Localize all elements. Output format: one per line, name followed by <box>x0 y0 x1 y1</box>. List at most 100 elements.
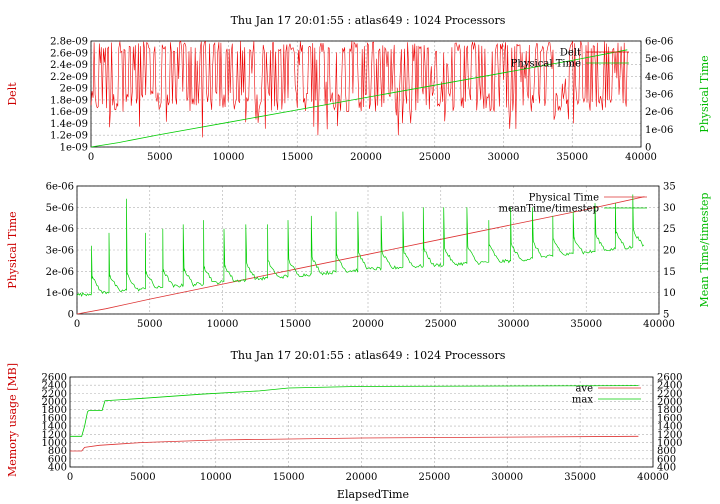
panel1-y2tick-label-1: 1e-06 <box>645 125 673 136</box>
panel2-y2label: Mean Time/timestep <box>698 193 711 308</box>
panel1-ytick-label-7: 2.4e-09 <box>50 60 88 71</box>
panel3-y2tick-label-1: 600 <box>657 454 676 465</box>
panel3-ytick-label-11: 2600 <box>42 373 67 384</box>
panel1-ytick-label-9: 2.8e-09 <box>50 37 88 48</box>
panel1-ytick-label-0: 1e-09 <box>60 143 88 154</box>
panel1-y2tick-label-4: 4e-06 <box>645 72 673 83</box>
panel3-title: Thu Jan 17 20:01:55 : atlas649 : 1024 Pr… <box>231 349 506 362</box>
panel3-series-max <box>70 385 639 437</box>
panel2-legend-label-1: meanTime/timestep <box>498 204 599 215</box>
panel3-ytick-label-10: 2400 <box>42 381 67 392</box>
panel3-y2tick-label-4: 1200 <box>657 430 682 441</box>
panel3-y2tick-label-6: 1600 <box>657 413 682 424</box>
panel1-y2tick-label-3: 3e-06 <box>645 90 673 101</box>
panel3-y2tick-label-0: 400 <box>657 463 676 474</box>
panel2-ylabel: Physical Time <box>6 211 19 288</box>
panel2-y2tick-label-0: 5 <box>663 310 669 321</box>
panel1-ytick-label-1: 1.2e-09 <box>50 131 88 142</box>
panel2-ytick-label-5: 5e-06 <box>46 203 74 214</box>
panel1-xtick-label-5: 25000 <box>419 152 451 163</box>
panel2-xtick-label-8: 40000 <box>643 319 675 330</box>
panel3-xtick-label-4: 20000 <box>346 472 378 483</box>
panel3-y2tick-label-7: 1800 <box>657 405 682 416</box>
panel1-xtick-label-1: 5000 <box>147 152 172 163</box>
panel1-y2tick-label-0: 0 <box>645 143 651 154</box>
panel3-y2tick-label-8: 2000 <box>657 397 682 408</box>
panel2-ytick-label-2: 2e-06 <box>46 267 74 278</box>
panel1-ytick-label-8: 2.6e-09 <box>50 48 88 59</box>
panel3-ytick-label-5: 1400 <box>42 422 67 433</box>
panel1-series-delt <box>90 40 628 138</box>
panel1-xtick-label-8: 40000 <box>625 152 657 163</box>
panel2-series-physical-time <box>76 196 645 315</box>
panel3-ytick-label-3: 1000 <box>42 438 67 449</box>
panel2-ytick-label-4: 4e-06 <box>46 224 74 235</box>
panel3-ytick-label-9: 2200 <box>42 389 67 400</box>
panel2-ytick-label-1: 1e-06 <box>46 288 74 299</box>
panel3-ytick-label-8: 2000 <box>42 397 67 408</box>
panel2-y2tick-label-1: 10 <box>663 288 676 299</box>
panel3-y2tick-label-5: 1400 <box>657 422 682 433</box>
panel3-y2tick-label-3: 1000 <box>657 438 682 449</box>
panel3-xtick-label-3: 15000 <box>273 472 305 483</box>
panel3-ytick-label-0: 400 <box>48 463 67 474</box>
panel3-ytick-label-7: 1800 <box>42 405 67 416</box>
panel2-xtick-label-2: 10000 <box>207 319 239 330</box>
panel3-legend-label-0: ave <box>575 384 593 395</box>
panel2-legend-label-0: Physical Time <box>529 193 599 204</box>
panel2-xtick-label-4: 20000 <box>352 319 384 330</box>
panel3-xtick-label-7: 35000 <box>564 472 596 483</box>
panel1-ytick-label-4: 1.8e-09 <box>50 95 88 106</box>
panel3-xtick-label-1: 5000 <box>130 472 155 483</box>
panel1-xtick-label-7: 35000 <box>556 152 588 163</box>
panel3-frame <box>69 376 654 468</box>
panel1-xtick-label-6: 30000 <box>488 152 520 163</box>
panel3-ytick-label-1: 600 <box>48 454 67 465</box>
panel1-series-physical-time <box>90 49 628 148</box>
panel3-xtick-label-0: 0 <box>67 472 73 483</box>
panel2-frame <box>76 185 660 315</box>
panel3-y2tick-label-10: 2400 <box>657 381 682 392</box>
panel3-xtick-label-5: 25000 <box>418 472 450 483</box>
panel3-series-ave <box>70 435 639 452</box>
panel3-y2tick-label-9: 2200 <box>657 389 682 400</box>
panel3-xlabel: ElapsedTime <box>337 488 409 501</box>
panel2-xtick-label-3: 15000 <box>279 319 311 330</box>
panel1-frame <box>90 40 642 148</box>
panel3-xtick-label-2: 10000 <box>200 472 232 483</box>
panel2-y2tick-label-3: 20 <box>663 246 676 257</box>
panel3-ylabel: Memory usage [MB] <box>6 363 19 477</box>
panel2-xtick-label-5: 25000 <box>425 319 457 330</box>
panel3-ytick-label-4: 1200 <box>42 430 67 441</box>
panel1-ylabel: Delt <box>6 82 19 106</box>
panel1-xtick-label-3: 15000 <box>281 152 313 163</box>
panel1-ytick-label-3: 1.6e-09 <box>50 107 88 118</box>
panel1-y2label: Physical Time <box>698 55 711 132</box>
panel2-y2tick-label-5: 30 <box>663 203 676 214</box>
panel3-xtick-label-8: 40000 <box>637 472 669 483</box>
panel3-y2tick-label-2: 800 <box>657 446 676 457</box>
panel3-legend-label-1: max <box>572 395 593 406</box>
panel2-xtick-label-6: 30000 <box>498 319 530 330</box>
panel2-xtick-label-1: 5000 <box>137 319 162 330</box>
panel2-ytick-label-6: 6e-06 <box>46 182 74 193</box>
panel2-ytick-label-3: 3e-06 <box>46 246 74 257</box>
panel2-y2tick-label-2: 15 <box>663 267 676 278</box>
panel1-xtick-label-0: 0 <box>88 152 94 163</box>
panel1-y2tick-label-6: 6e-06 <box>645 37 673 48</box>
panel2-xtick-label-7: 35000 <box>570 319 602 330</box>
panel3-xtick-label-6: 30000 <box>491 472 523 483</box>
panel3-y2tick-label-11: 2600 <box>657 373 682 384</box>
panel2-y2tick-label-4: 25 <box>663 224 676 235</box>
panel1-y2tick-label-5: 5e-06 <box>645 54 673 65</box>
panel1-ytick-label-5: 2e-09 <box>60 84 88 95</box>
panel1-xtick-label-2: 10000 <box>213 152 245 163</box>
panel1-legend-label-1: Physical Time <box>511 59 581 70</box>
panel2-y2tick-label-6: 35 <box>663 182 676 193</box>
panel2-series-mean-time <box>76 194 645 297</box>
panel1-ytick-label-2: 1.4e-09 <box>50 119 88 130</box>
panel1-y2tick-label-2: 2e-06 <box>645 107 673 118</box>
panel3-ytick-label-6: 1600 <box>42 413 67 424</box>
panel2-ytick-label-0: 0 <box>68 310 74 321</box>
